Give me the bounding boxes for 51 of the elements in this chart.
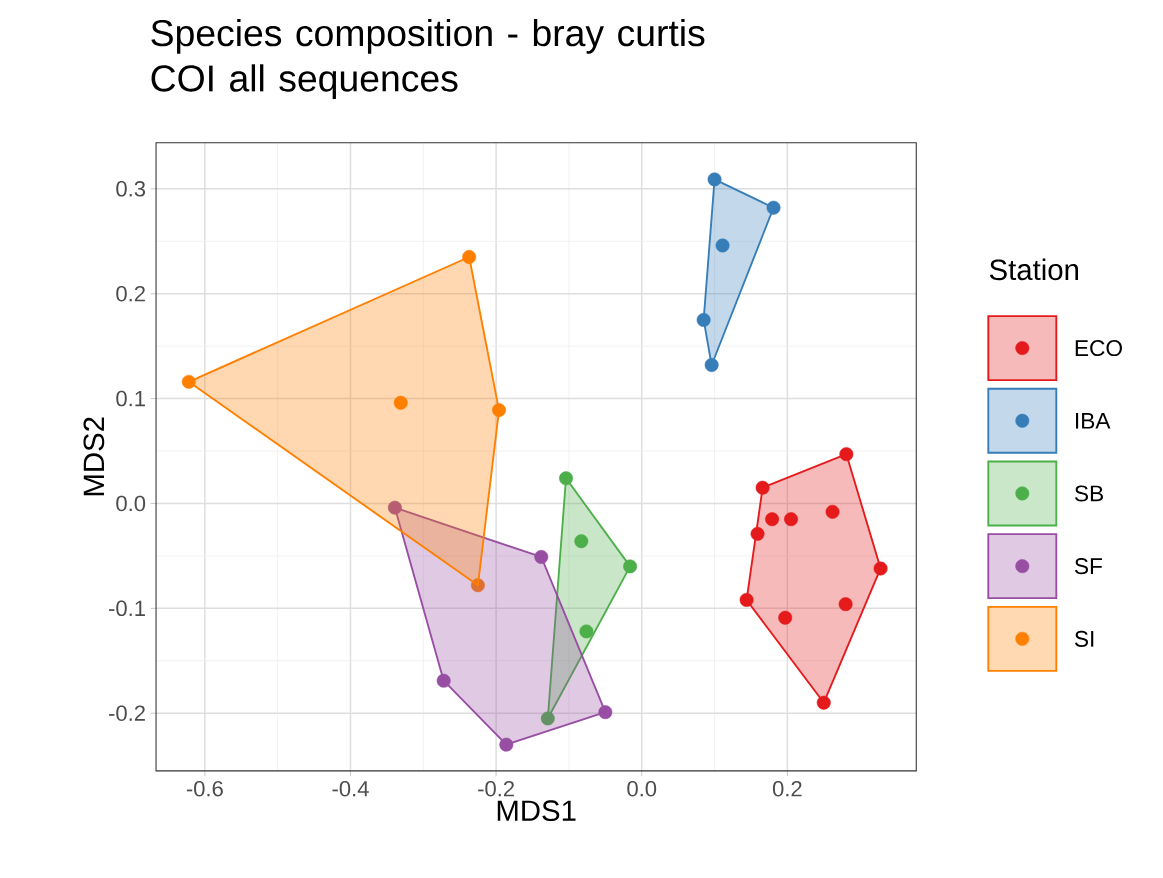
legend-label: ECO xyxy=(1075,340,1122,357)
point xyxy=(704,358,719,373)
point xyxy=(707,172,722,187)
point xyxy=(436,673,451,688)
point xyxy=(470,578,485,593)
y-tick-label: 0.2 xyxy=(116,286,145,302)
point xyxy=(598,705,613,720)
legend-label: IBA xyxy=(1076,413,1111,429)
point xyxy=(765,512,780,527)
point xyxy=(534,550,549,565)
x-tick-label: -0.6 xyxy=(186,781,223,797)
point xyxy=(766,200,781,215)
point xyxy=(784,512,798,527)
point xyxy=(623,559,638,574)
point xyxy=(825,505,840,519)
y-tick-label: -0.2 xyxy=(109,705,145,722)
point xyxy=(750,527,765,542)
x-tick-label: 0.0 xyxy=(627,781,657,797)
point xyxy=(579,624,594,639)
point xyxy=(540,711,555,726)
y-tick-label: 0.1 xyxy=(116,390,145,407)
legend-label: SI xyxy=(1074,631,1094,648)
y-tick-label: 0.0 xyxy=(116,495,146,512)
point xyxy=(696,313,711,328)
legend-label: SF xyxy=(1074,558,1102,575)
point xyxy=(715,238,730,253)
x-tick-label: -0.4 xyxy=(332,781,369,797)
point xyxy=(873,561,888,576)
point xyxy=(816,695,831,710)
y-axis-title: MDS2 xyxy=(83,417,105,496)
point xyxy=(559,471,573,486)
point xyxy=(838,597,853,612)
point xyxy=(778,611,793,625)
point xyxy=(462,250,477,265)
chart-title: Species composition - bray curtis COI all sequences xyxy=(151,19,705,100)
point xyxy=(492,403,506,418)
point xyxy=(181,375,196,389)
legend-label: SB xyxy=(1074,485,1103,502)
point xyxy=(387,500,402,515)
y-tick-label: 0.3 xyxy=(116,181,146,197)
x-tick-label: 0.2 xyxy=(772,781,802,797)
point xyxy=(755,480,770,495)
point xyxy=(839,447,854,462)
point xyxy=(739,593,754,608)
y-tick-label: -0.1 xyxy=(109,600,145,617)
point xyxy=(499,737,514,752)
legend-title: Station xyxy=(989,258,1078,281)
point xyxy=(393,396,408,410)
x-axis-title: MDS1 xyxy=(497,800,576,822)
x-tick-label: -0.2 xyxy=(478,781,514,797)
point xyxy=(574,534,589,549)
